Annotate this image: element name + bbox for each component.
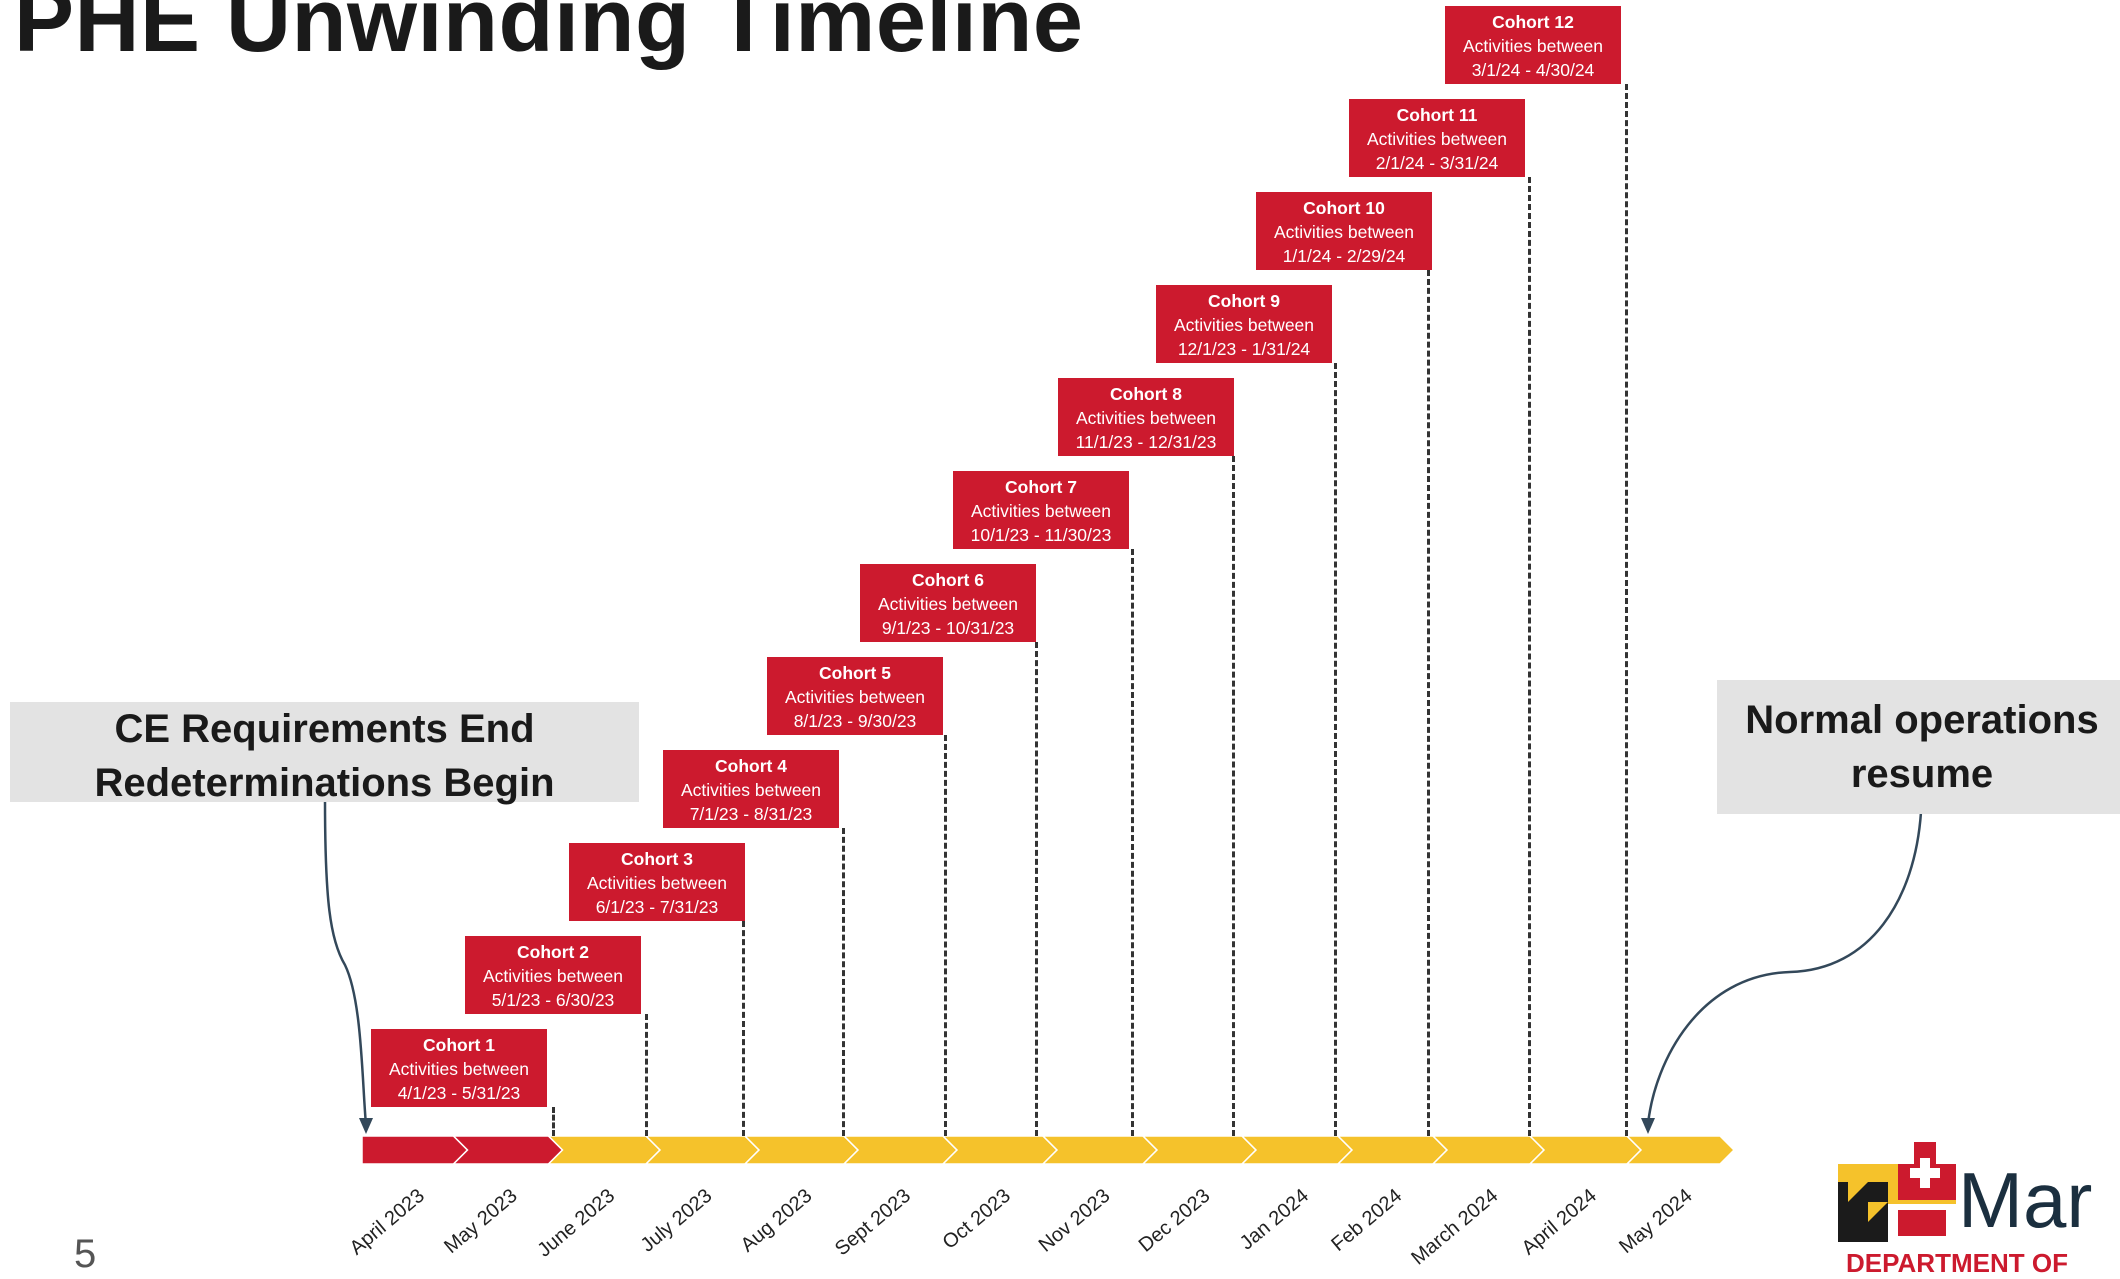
callout-right-line2: resume <box>1850 752 1994 796</box>
cohort-activity-label: Activities between <box>1462 36 1604 56</box>
cohort-name: Cohort 1 <box>423 1035 495 1055</box>
timeline-segment <box>1625 1135 1736 1165</box>
cohort-activity-label: Activities between <box>1273 222 1415 242</box>
cohort-activity-label: Activities between <box>877 594 1019 614</box>
cohort-activity-label: Activities between <box>1173 315 1315 335</box>
timeline-segment <box>941 1135 1059 1165</box>
cohort-activity-label: Activities between <box>970 501 1112 521</box>
cohort-name: Cohort 10 <box>1303 198 1385 218</box>
cohort-activity-label: Activities between <box>482 966 624 986</box>
cohort-box: Cohort 1 Activities between 4/1/23 - 5/31/… <box>371 1029 547 1107</box>
left-arrowhead-icon <box>359 1118 373 1134</box>
cohort-leader-line <box>1131 549 1134 1136</box>
maryland-flag-logo-icon <box>1838 1142 1956 1247</box>
cohort-activity-label: Activities between <box>586 873 728 893</box>
cohort-box: Cohort 2 Activities between 5/1/23 - 6/30/… <box>465 936 641 1014</box>
cohort-leader-line <box>1528 177 1531 1136</box>
cohort-name: Cohort 2 <box>517 942 589 962</box>
cohort-activity-label: Activities between <box>784 687 926 707</box>
timeline-segment <box>546 1135 662 1165</box>
cohort-box: Cohort 3 Activities between 6/1/23 - 7/31/… <box>569 843 745 921</box>
cohort-activity-label: Activities between <box>680 780 822 800</box>
timeline-segment <box>361 1135 469 1165</box>
cohort-box: Cohort 5 Activities between 8/1/23 - 9/30/… <box>767 657 943 735</box>
cohort-leader-line <box>645 1014 648 1136</box>
cohort-name: Cohort 7 <box>1005 477 1077 497</box>
right-arrowhead-icon <box>1641 1118 1655 1134</box>
cohort-leader-line <box>1232 456 1235 1136</box>
cohort-box: Cohort 8 Activities between 11/1/23 - 12/3… <box>1058 378 1234 456</box>
cohort-box: Cohort 7 Activities between 10/1/23 - 11/3… <box>953 471 1129 549</box>
timeline-segment <box>1041 1135 1159 1165</box>
cohort-leader-line <box>1427 270 1430 1136</box>
cohort-date-range: 7/1/23 - 8/31/23 <box>689 804 813 824</box>
cohort-name: Cohort 4 <box>715 756 787 776</box>
cohort-box: Cohort 11 Activities between 2/1/24 - 3/31… <box>1349 99 1525 177</box>
callout-ce-requirements-end: CE Requirements End Redeterminations Beg… <box>10 702 639 805</box>
cohort-date-range: 2/1/24 - 3/31/24 <box>1375 153 1499 173</box>
timeline-segment <box>1240 1135 1354 1165</box>
left-callout-arrow <box>323 799 368 1126</box>
right-callout-arrow <box>1646 811 1923 1125</box>
cohort-leader-line <box>1625 84 1628 1136</box>
cohort-date-range: 6/1/23 - 7/31/23 <box>595 897 719 917</box>
cohort-activity-label: Activities between <box>388 1059 530 1079</box>
timeline-segment <box>1141 1135 1258 1165</box>
cohort-leader-line <box>1035 642 1038 1136</box>
cohort-date-range: 12/1/23 - 1/31/24 <box>1177 339 1311 359</box>
cohort-date-range: 10/1/23 - 11/30/23 <box>970 525 1112 545</box>
cohort-leader-line <box>1334 363 1337 1136</box>
cohort-date-range: 9/1/23 - 10/31/23 <box>881 618 1015 638</box>
page-number: 5 <box>74 1232 97 1276</box>
cohort-name: Cohort 5 <box>819 663 891 683</box>
cohort-date-range: 4/1/23 - 5/31/23 <box>397 1083 521 1103</box>
cohort-name: Cohort 3 <box>621 849 693 869</box>
cohort-name: Cohort 8 <box>1110 384 1182 404</box>
callout-right-line1: Normal operations <box>1745 698 2099 742</box>
timeline-segment <box>644 1135 761 1165</box>
cohort-name: Cohort 9 <box>1208 291 1280 311</box>
cohort-leader-line <box>742 921 745 1136</box>
cohort-name: Cohort 6 <box>912 570 984 590</box>
timeline-segment <box>1431 1135 1546 1165</box>
cohort-date-range: 11/1/23 - 12/31/23 <box>1075 432 1217 452</box>
cohort-box: Cohort 6 Activities between 9/1/23 - 10/31… <box>860 564 1036 642</box>
timeline-segment <box>451 1135 564 1165</box>
logo-wordmark: Mar <box>1958 1156 2093 1244</box>
cohort-name: Cohort 11 <box>1396 105 1478 125</box>
callout-left-line1: CE Requirements End <box>114 707 535 751</box>
cohort-date-range: 1/1/24 - 2/29/24 <box>1282 246 1406 266</box>
cohort-activity-label: Activities between <box>1075 408 1217 428</box>
timeline-segment <box>1336 1135 1449 1165</box>
cohort-leader-line <box>842 828 845 1136</box>
cohort-box: Cohort 9 Activities between 12/1/23 - 1/31… <box>1156 285 1332 363</box>
timeline-segment <box>743 1135 860 1165</box>
callout-normal-operations: Normal operations resume <box>1717 680 2120 814</box>
cohort-leader-line <box>944 735 947 1136</box>
cohort-activity-label: Activities between <box>1366 129 1508 149</box>
cohort-leader-line <box>552 1107 555 1136</box>
cohort-box: Cohort 12 Activities between 3/1/24 - 4/30… <box>1445 6 1621 84</box>
timeline-bar <box>361 1135 1736 1165</box>
callout-left-line2: Redeterminations Begin <box>94 761 555 805</box>
timeline-segment <box>842 1135 959 1165</box>
timeline-segment <box>1528 1135 1643 1165</box>
cohort-box: Cohort 10 Activities between 1/1/24 - 2/29… <box>1256 192 1432 270</box>
cohort-date-range: 3/1/24 - 4/30/24 <box>1471 60 1595 80</box>
cohort-box: Cohort 4 Activities between 7/1/23 - 8/31/… <box>663 750 839 828</box>
cohort-date-range: 5/1/23 - 6/30/23 <box>491 990 615 1010</box>
cohort-date-range: 8/1/23 - 9/30/23 <box>793 711 917 731</box>
cohort-name: Cohort 12 <box>1492 12 1574 32</box>
page-title: PHE Unwinding Timeline <box>14 0 1084 71</box>
